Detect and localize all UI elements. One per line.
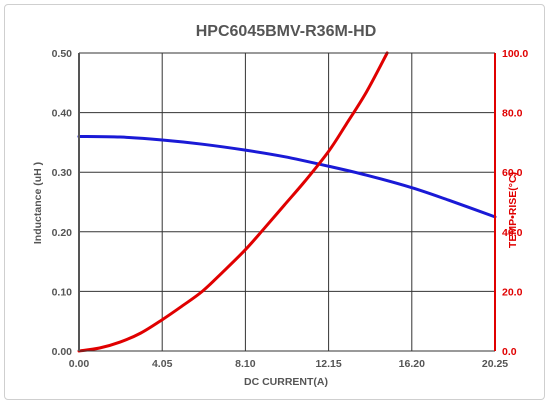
y-tick-label-right: 60.0	[502, 167, 523, 179]
y-axis-label-left: Inductance (uH )	[32, 162, 44, 244]
grid-lines	[79, 53, 495, 351]
inductance-curve	[77, 134, 497, 219]
plot-frame	[78, 52, 496, 352]
y-tick-label-right: 0.0	[502, 346, 517, 358]
x-axis-label: DC CURRENT(A)	[244, 376, 328, 388]
y-tick-label-left: 0.10	[52, 286, 73, 298]
x-tick-label: 16.20	[399, 358, 425, 370]
y-tick-label-right: 100.0	[502, 48, 528, 60]
y-tick-label-left: 0.40	[52, 108, 73, 120]
y-tick-label-left: 0.00	[52, 346, 73, 358]
y-axis-label-right: TEMP•RISE(°C)	[507, 172, 519, 248]
chart-card: HPC6045BMV-R36M-HD 0.00 4.05 8.10 12.15 16.2…	[4, 4, 545, 400]
y-tick-label-left: 0.30	[52, 167, 73, 179]
chart-title: HPC6045BMV-R36M-HD	[196, 23, 377, 40]
x-tick-label: 12.15	[315, 358, 341, 370]
x-tick-label: 8.10	[235, 358, 256, 370]
series-lines	[77, 51, 497, 353]
x-tick-label: 20.25	[482, 358, 508, 370]
y-tick-label-left: 0.50	[52, 48, 73, 60]
x-tick-label: 4.05	[152, 358, 173, 370]
tick-labels: 0.00 4.05 8.10 12.15 16.20 20.25 0.00 0.10 0.20 0…	[52, 48, 529, 370]
y-tick-label-right: 40.0	[502, 227, 523, 239]
y-tick-label-left: 0.20	[52, 227, 73, 239]
y-tick-label-right: 20.0	[502, 286, 523, 298]
inductance-temp-chart: HPC6045BMV-R36M-HD 0.00 4.05 8.10 12.15 16.2…	[32, 23, 529, 388]
x-tick-label: 0.00	[69, 358, 90, 370]
temp-rise-curve	[77, 51, 389, 353]
y-tick-label-right: 80.0	[502, 108, 523, 120]
